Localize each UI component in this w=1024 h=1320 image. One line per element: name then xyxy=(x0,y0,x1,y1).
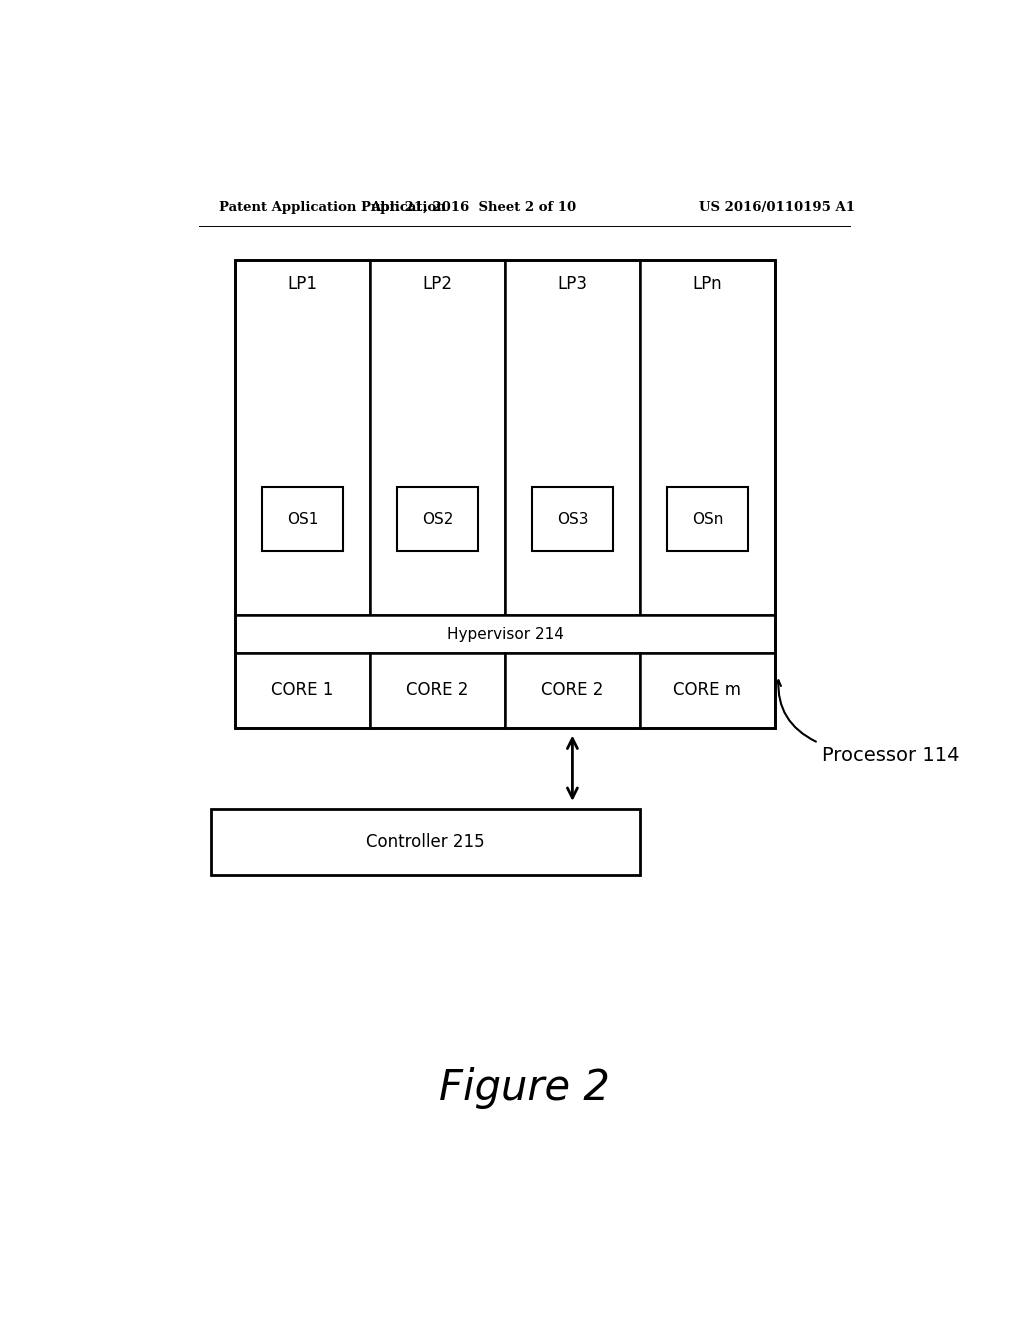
Bar xyxy=(236,653,370,727)
Text: OS2: OS2 xyxy=(422,512,454,527)
Bar xyxy=(397,487,478,552)
Bar xyxy=(531,487,613,552)
Bar xyxy=(640,653,775,727)
Bar xyxy=(505,653,640,727)
Bar xyxy=(505,260,640,615)
Text: CORE 1: CORE 1 xyxy=(271,681,334,700)
Text: US 2016/0110195 A1: US 2016/0110195 A1 xyxy=(699,201,855,214)
Text: LP1: LP1 xyxy=(288,276,317,293)
Text: CORE 2: CORE 2 xyxy=(407,681,469,700)
Bar xyxy=(211,809,640,875)
Text: CORE 2: CORE 2 xyxy=(542,681,603,700)
Text: Figure 2: Figure 2 xyxy=(439,1068,610,1109)
Bar xyxy=(262,487,343,552)
Text: LPn: LPn xyxy=(692,276,722,293)
Bar xyxy=(370,653,505,727)
Bar xyxy=(667,487,748,552)
Bar xyxy=(236,260,775,727)
Bar xyxy=(236,260,370,615)
Text: Hypervisor 214: Hypervisor 214 xyxy=(446,627,563,642)
Text: OS1: OS1 xyxy=(287,512,318,527)
Text: LP3: LP3 xyxy=(557,276,588,293)
Text: LP2: LP2 xyxy=(423,276,453,293)
Bar xyxy=(236,615,775,653)
Text: OS3: OS3 xyxy=(557,512,588,527)
Text: Patent Application Publication: Patent Application Publication xyxy=(219,201,446,214)
Bar xyxy=(370,260,505,615)
Text: Processor 114: Processor 114 xyxy=(822,746,959,764)
Text: Apr. 21, 2016  Sheet 2 of 10: Apr. 21, 2016 Sheet 2 of 10 xyxy=(370,201,577,214)
Text: OSn: OSn xyxy=(691,512,723,527)
Bar xyxy=(640,260,775,615)
Text: CORE m: CORE m xyxy=(674,681,741,700)
Text: Controller 215: Controller 215 xyxy=(367,833,485,851)
